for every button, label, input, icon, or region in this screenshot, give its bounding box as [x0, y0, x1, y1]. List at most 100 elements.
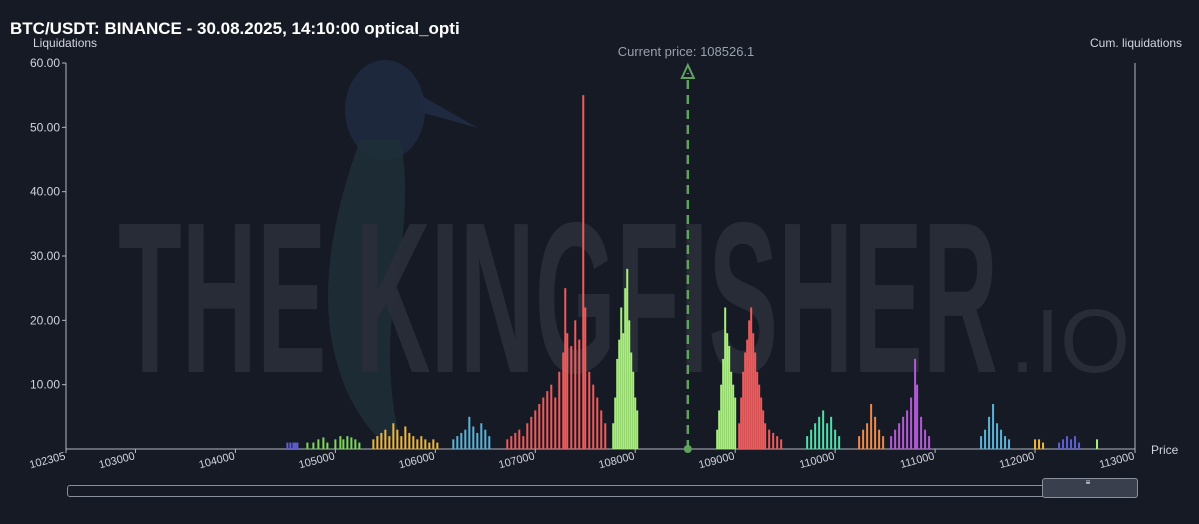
liquidation-bar — [354, 439, 357, 449]
liquidation-bar — [416, 439, 419, 449]
current-price-label: Current price: 108526.1 — [618, 44, 755, 59]
liquidation-bar — [564, 288, 567, 449]
y-ticks: 10.00 20.00 30.00 40.00 50.00 60.00 — [30, 56, 66, 392]
liquidation-bar — [626, 268, 629, 449]
liquidation-bar — [776, 436, 779, 449]
liquidation-bar — [810, 429, 813, 449]
liquidation-bar — [732, 384, 735, 449]
liquidation-bar — [460, 432, 463, 449]
liquidation-bar — [584, 307, 587, 449]
liquidation-bar — [372, 439, 375, 449]
liquidation-bar — [756, 371, 759, 449]
liquidation-bar — [339, 436, 342, 449]
liquidation-bar — [388, 436, 391, 449]
liquidation-bar — [384, 429, 387, 449]
liquidation-bar — [752, 333, 755, 449]
liquidation-bar — [616, 358, 619, 449]
liquidation-bar — [992, 403, 995, 449]
liquidation-bar — [550, 384, 553, 449]
liquidation-bar — [612, 423, 615, 449]
liquidation-bar — [538, 403, 541, 449]
liquidation-bar — [570, 346, 573, 449]
chart-title: BTC/USDT: BINANCE - 30.08.2025, 14:10:00… — [10, 19, 460, 38]
x-tick-label: 109000 — [697, 450, 736, 471]
liquidation-bar — [758, 384, 761, 449]
x-tick-label: 105000 — [298, 450, 337, 471]
liquidation-bar — [806, 436, 809, 449]
liquidation-bar — [562, 352, 565, 449]
liquidation-bar — [760, 397, 763, 449]
watermark: THE KINGFISHER .IO — [118, 60, 1130, 440]
liquidation-bar — [726, 333, 729, 449]
liquidation-bar — [914, 358, 917, 449]
liquidation-bar — [830, 416, 833, 449]
liquidation-bar — [526, 423, 529, 449]
liquidation-bar — [910, 397, 913, 449]
y2-axis-label: Cum. liquidations — [1090, 36, 1183, 50]
liquidation-bar — [396, 429, 399, 449]
zoom-scrollbar[interactable] — [67, 485, 1138, 497]
liquidation-bar — [400, 436, 403, 449]
liquidation-bar — [920, 416, 923, 449]
liquidation-bar — [898, 423, 901, 449]
zoom-handle[interactable] — [1042, 478, 1138, 498]
liquidation-bar — [928, 436, 931, 449]
liquidation-bar — [984, 429, 987, 449]
liquidation-bar — [350, 437, 353, 449]
liquidation-bar — [632, 371, 635, 449]
liquidation-bar — [404, 426, 407, 449]
liquidation-bar — [289, 442, 292, 449]
liquidation-bar — [924, 429, 927, 449]
liquidation-bar — [574, 320, 577, 449]
liquidation-bar — [1034, 439, 1037, 449]
liquidation-bar — [484, 429, 487, 449]
x-tick-label: 113000 — [1098, 450, 1136, 471]
x-tick-label: 112000 — [998, 450, 1036, 471]
liquidation-bar — [518, 429, 521, 449]
liquidation-bar — [380, 432, 383, 449]
liquidation-bar — [436, 442, 439, 449]
liquidation-bar — [468, 416, 471, 449]
x-tick-label: 104000 — [198, 450, 237, 471]
watermark-text: THE KINGFISHER — [118, 177, 998, 418]
liquidation-bar — [522, 436, 525, 449]
x-tick-label: 102305 — [28, 450, 67, 471]
liquidation-bar — [342, 439, 345, 449]
liquidation-bar — [724, 307, 727, 449]
current-price-dot — [683, 445, 692, 453]
liquidation-bar — [1000, 429, 1003, 449]
liquidation-bar — [546, 391, 549, 449]
liquidation-bar — [578, 339, 581, 449]
liquidation-bar — [762, 410, 765, 449]
watermark-suffix: .IO — [1010, 292, 1130, 392]
liquidation-bar — [322, 437, 325, 449]
liquidation-bar — [506, 439, 509, 449]
liquidation-bar — [996, 423, 999, 449]
liquidation-bar — [424, 439, 427, 449]
liquidation-bar — [730, 371, 733, 449]
x-tick-label: 110000 — [798, 450, 836, 471]
liquidation-bar — [1008, 439, 1011, 449]
liquidation-bar — [890, 436, 893, 449]
liquidation-bar — [822, 410, 825, 449]
current-price-marker — [680, 62, 696, 453]
liquidation-bar — [988, 416, 991, 449]
x-tick-label: 103000 — [98, 450, 137, 471]
liquidation-bar — [734, 397, 737, 449]
liquidation-bar — [376, 436, 379, 449]
liquidation-bar — [534, 410, 537, 449]
liquidation-bar — [716, 429, 719, 449]
liquidation-bar — [542, 397, 545, 449]
liquidation-bar — [432, 439, 435, 449]
liquidation-bar — [834, 429, 837, 449]
liquidation-bar — [1070, 439, 1073, 449]
liquidation-bar — [754, 352, 757, 449]
y-tick-label: 20.00 — [30, 313, 60, 327]
liquidation-bar — [510, 436, 513, 449]
liquidation-bar — [906, 410, 909, 449]
grip-icon[interactable]: ≡ — [1085, 478, 1091, 487]
liquidation-bar — [858, 436, 861, 449]
liquidation-bar — [620, 307, 623, 449]
liquidation-bar — [334, 439, 337, 449]
